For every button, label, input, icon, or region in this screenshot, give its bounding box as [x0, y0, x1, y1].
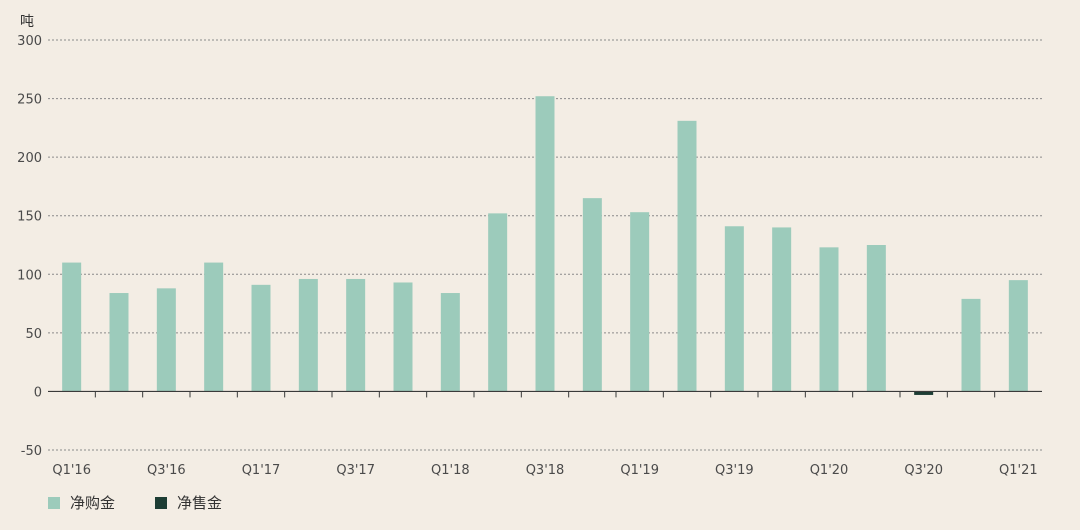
bar	[724, 226, 744, 392]
bar	[346, 278, 366, 392]
legend-item-net-sale: 净售金	[155, 492, 222, 513]
legend-swatch-net-purchase	[48, 496, 60, 509]
y-tick-label: 50	[25, 327, 42, 342]
y-tick-label: 200	[17, 151, 42, 166]
bar	[961, 298, 981, 392]
x-tick-label: Q1'20	[810, 463, 849, 478]
bar	[251, 284, 271, 392]
y-tick-label: 100	[17, 268, 42, 283]
x-axis	[48, 390, 1042, 398]
legend-label-net-sale: 净售金	[177, 494, 223, 512]
bar	[62, 262, 82, 392]
bar	[630, 212, 650, 392]
x-tick-label: Q3'16	[147, 463, 186, 478]
bar	[772, 227, 792, 392]
legend: 净购金 净售金	[48, 492, 222, 513]
x-tick-label: Q1'17	[242, 463, 281, 478]
legend-swatch-net-sale	[155, 496, 168, 509]
legend-item-net-purchase: 净购金	[48, 492, 115, 513]
x-axis-tick-labels: Q1'16 Q3'16 Q1'17 Q3'17 Q1'18 Q3'18 Q1'19 Q3'19…	[52, 463, 1037, 478]
y-tick-label: -50	[21, 444, 42, 459]
bars	[62, 96, 1028, 395]
bar	[819, 247, 839, 392]
bar	[156, 288, 176, 392]
bar	[204, 262, 224, 392]
y-tick-label: 250	[17, 93, 42, 108]
bar	[393, 282, 413, 392]
y-tick-label: 300	[17, 34, 42, 49]
y-tick-label: 0	[34, 385, 42, 400]
bar	[914, 391, 934, 395]
x-tick-label: Q1'18	[431, 463, 470, 478]
x-tick-label: Q1'19	[620, 463, 659, 478]
x-tick-label: Q1'21	[999, 463, 1038, 478]
x-tick-label: Q1'16	[52, 463, 91, 478]
legend-label-net-purchase: 净购金	[70, 494, 116, 512]
x-tick-label: Q3'18	[526, 463, 565, 478]
x-tick-label: Q3'20	[904, 463, 943, 478]
bar	[488, 213, 508, 392]
bar	[582, 198, 602, 392]
bar	[677, 120, 697, 392]
y-axis-tick-labels: 300 250 200 150 100 50 0 -50	[17, 34, 42, 459]
x-tick-label: Q3'19	[715, 463, 754, 478]
bar	[440, 293, 460, 392]
x-tick-label: Q3'17	[336, 463, 375, 478]
bar	[535, 96, 555, 392]
bar	[109, 293, 129, 392]
bar	[1008, 280, 1028, 392]
bar	[866, 245, 886, 392]
bar	[298, 278, 318, 392]
y-tick-label: 150	[17, 210, 42, 225]
y-axis-unit-label: 吨	[20, 14, 34, 30]
